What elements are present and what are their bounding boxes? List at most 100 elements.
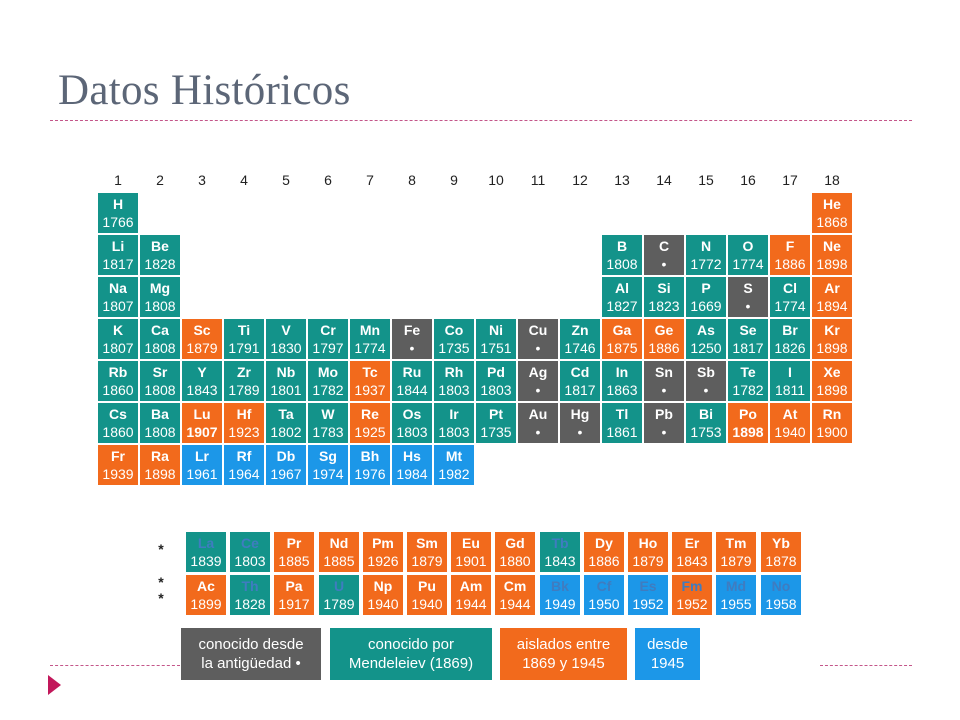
discovery-year: 1811 [774, 382, 806, 398]
actinide-bk: Bk 1949 [540, 575, 580, 615]
element-symbol: Ag [528, 364, 548, 380]
discovery-year: 1899 [190, 596, 222, 612]
legend-label-line1: conocido por [368, 636, 454, 653]
element-k: K 1807 [98, 319, 138, 359]
element-zn: Zn 1746 [560, 319, 600, 359]
element-symbol: He [823, 196, 841, 212]
actinide-cm: Cm 1944 [495, 575, 535, 615]
element-symbol: Rf [236, 448, 252, 464]
group-number: 13 [614, 172, 630, 188]
discovery-year: 1830 [270, 340, 302, 356]
element-symbol: Mg [149, 280, 171, 296]
element-ra: Ra 1898 [140, 445, 180, 485]
discovery-year: 1808 [144, 382, 176, 398]
discovery-year: 1967 [270, 466, 302, 482]
discovery-year: 1772 [690, 256, 722, 272]
element-ti: Ti 1791 [224, 319, 264, 359]
element-ir: Ir 1803 [434, 403, 474, 443]
element-lu: Lu 1907 [182, 403, 222, 443]
element-pd: Pd 1803 [476, 361, 516, 401]
element-symbol: Sn [655, 364, 673, 380]
element-symbol: Tc [362, 364, 378, 380]
discovery-year: 1801 [270, 382, 302, 398]
element-symbol: Mt [445, 448, 463, 464]
discovery-year: 1898 [144, 466, 176, 482]
footer-divider-left [50, 665, 180, 666]
discovery-year: 1817 [564, 382, 596, 398]
element-li: Li 1817 [98, 235, 138, 275]
element-symbol: Ge [654, 322, 674, 338]
discovery-year: 1901 [455, 553, 487, 569]
element-mo: Mo 1782 [308, 361, 348, 401]
discovery-year: 1879 [632, 553, 664, 569]
element-ta: Ta 1802 [266, 403, 306, 443]
element-symbol: Hf [236, 406, 252, 422]
element-as: As 1250 [686, 319, 726, 359]
element-rb: Rb 1860 [98, 361, 138, 401]
element-symbol: Pd [487, 364, 505, 380]
discovery-year: 1925 [354, 424, 386, 440]
element-symbol: Te [740, 364, 756, 380]
discovery-year: 1782 [732, 382, 764, 398]
legend-label-line1: aislados entre [516, 636, 611, 653]
element-pb: Pb • [644, 403, 684, 443]
element-symbol: Co [444, 322, 464, 338]
element-symbol: Bi [699, 406, 713, 422]
lanthanide-tb: Tb 1843 [540, 532, 580, 572]
lanthanide-er: Er 1843 [672, 532, 712, 572]
element-symbol: Fr [111, 448, 125, 464]
element-y: Y 1843 [182, 361, 222, 401]
element-symbol: Br [782, 322, 798, 338]
element-symbol: Sg [319, 448, 337, 464]
group-number: 17 [782, 172, 798, 188]
group-number: 18 [824, 172, 840, 188]
element-symbol: Pu [418, 578, 436, 594]
element-symbol: Be [151, 238, 169, 254]
discovery-year: 1803 [438, 382, 470, 398]
element-symbol: Pb [655, 406, 673, 422]
element-po: Po 1898 [728, 403, 768, 443]
discovery-year: • [661, 256, 667, 272]
element-symbol: U [333, 578, 345, 594]
element-symbol: Hg [570, 406, 590, 422]
lanthanide-eu: Eu 1901 [451, 532, 491, 572]
group-number: 5 [282, 172, 290, 188]
element-at: At 1940 [770, 403, 810, 443]
discovery-year: 1974 [312, 466, 344, 482]
discovery-year: 1803 [438, 424, 470, 440]
actinide-u: U 1789 [319, 575, 359, 615]
legend-item: aislados entre 1869 y 1945 [500, 628, 627, 680]
element-symbol: Yb [772, 535, 790, 551]
discovery-year: 1839 [190, 553, 222, 569]
actinide-md: Md 1955 [716, 575, 756, 615]
element-symbol: Fe [403, 322, 421, 338]
lanthanide-dy: Dy 1886 [584, 532, 624, 572]
element-rn: Rn 1900 [812, 403, 852, 443]
element-symbol: Ce [241, 535, 259, 551]
discovery-year: 1861 [606, 424, 638, 440]
discovery-year: 1808 [144, 298, 176, 314]
element-symbol: Pt [489, 406, 503, 422]
element-f: F 1886 [770, 235, 810, 275]
discovery-year: 1958 [765, 596, 797, 612]
element-symbol: Sc [193, 322, 211, 338]
element-si: Si 1823 [644, 277, 684, 317]
discovery-year: 1791 [228, 340, 260, 356]
discovery-year: 1860 [102, 424, 134, 440]
discovery-year: 1939 [102, 466, 134, 482]
element-symbol: Zn [571, 322, 589, 338]
discovery-year: 1878 [765, 553, 797, 569]
group-number: 12 [572, 172, 588, 188]
element-au: Au • [518, 403, 558, 443]
actinide-pa: Pa 1917 [274, 575, 314, 615]
element-symbol: Al [615, 280, 629, 296]
element-symbol: Cu [528, 322, 548, 338]
element-symbol: Nd [329, 535, 349, 551]
element-tc: Tc 1937 [350, 361, 390, 401]
element-te: Te 1782 [728, 361, 768, 401]
group-number: 3 [198, 172, 206, 188]
element-symbol: Cr [320, 322, 336, 338]
element-symbol: Ta [278, 406, 294, 422]
discovery-year: 1843 [186, 382, 218, 398]
actinide-th: Th 1828 [230, 575, 270, 615]
